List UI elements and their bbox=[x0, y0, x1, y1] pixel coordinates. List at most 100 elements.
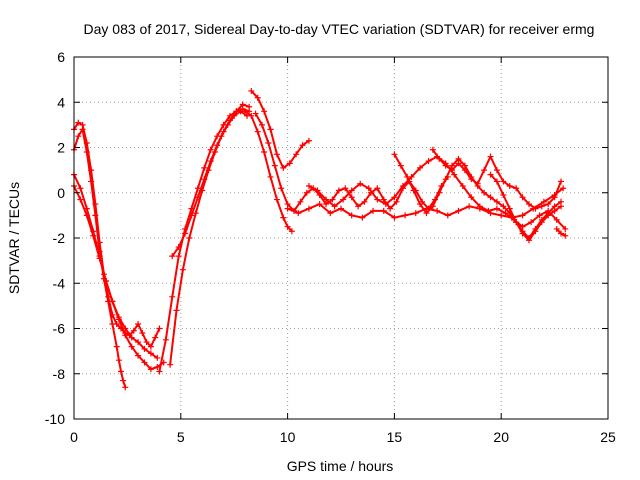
data-point-marker bbox=[293, 151, 300, 158]
data-point-marker bbox=[468, 176, 475, 183]
data-point-marker bbox=[117, 368, 124, 375]
data-point-marker bbox=[167, 361, 174, 368]
data-point-marker bbox=[374, 185, 381, 192]
data-point-marker bbox=[109, 320, 116, 327]
data-point-marker bbox=[365, 185, 372, 192]
x-tick-label: 10 bbox=[280, 429, 296, 445]
data-point-marker bbox=[305, 205, 312, 212]
x-tick-label: 5 bbox=[177, 429, 185, 445]
data-point-marker bbox=[77, 185, 84, 192]
data-point-marker bbox=[122, 384, 129, 391]
data-point-marker bbox=[258, 121, 265, 128]
y-tick-label: -8 bbox=[53, 366, 66, 382]
data-point-marker bbox=[207, 146, 214, 153]
data-point-marker bbox=[261, 149, 268, 156]
series-track-g bbox=[169, 101, 253, 260]
data-point-marker bbox=[391, 194, 398, 201]
data-point-marker bbox=[288, 228, 295, 235]
data-point-marker bbox=[314, 187, 321, 194]
data-point-marker bbox=[79, 126, 86, 133]
data-point-marker bbox=[487, 171, 494, 178]
data-point-marker bbox=[397, 162, 404, 169]
data-point-marker bbox=[254, 128, 261, 135]
data-point-marker bbox=[562, 232, 569, 239]
data-point-marker bbox=[551, 194, 558, 201]
data-point-marker bbox=[194, 194, 201, 201]
data-point-marker bbox=[459, 182, 466, 189]
data-point-marker bbox=[147, 350, 154, 357]
data-point-marker bbox=[461, 167, 468, 174]
series-track-n bbox=[429, 146, 565, 212]
data-point-marker bbox=[481, 189, 488, 196]
data-point-marker bbox=[468, 194, 475, 201]
data-point-marker bbox=[156, 368, 163, 375]
data-point-marker bbox=[115, 357, 122, 364]
data-point-marker bbox=[436, 189, 443, 196]
data-point-marker bbox=[348, 187, 355, 194]
data-point-marker bbox=[156, 325, 163, 332]
data-point-marker bbox=[348, 194, 355, 201]
series-track-d bbox=[71, 182, 161, 361]
data-point-marker bbox=[545, 212, 552, 219]
data-point-marker bbox=[382, 201, 389, 208]
data-point-marker bbox=[284, 223, 291, 230]
data-point-marker bbox=[239, 101, 246, 108]
data-point-marker bbox=[429, 203, 436, 210]
data-point-marker bbox=[340, 196, 347, 203]
data-point-marker bbox=[500, 192, 507, 199]
data-point-marker bbox=[355, 203, 362, 210]
data-point-marker bbox=[278, 185, 285, 192]
data-point-marker bbox=[141, 359, 148, 366]
data-point-marker bbox=[425, 158, 432, 165]
data-point-marker bbox=[498, 212, 505, 219]
x-tick-label: 20 bbox=[493, 429, 509, 445]
data-point-marker bbox=[536, 212, 543, 219]
x-tick-label: 15 bbox=[387, 429, 403, 445]
data-point-marker bbox=[88, 178, 95, 185]
data-point-marker bbox=[305, 182, 312, 189]
data-point-marker bbox=[455, 207, 462, 214]
series-track-k bbox=[284, 185, 567, 221]
series-track-p bbox=[553, 225, 569, 239]
data-point-marker bbox=[402, 212, 409, 219]
data-point-marker bbox=[442, 162, 449, 169]
data-point-marker bbox=[267, 126, 274, 133]
data-point-marker bbox=[393, 198, 400, 205]
data-point-marker bbox=[128, 343, 135, 350]
data-point-marker bbox=[335, 187, 342, 194]
series-track-i bbox=[248, 87, 312, 171]
frame-layer bbox=[73, 56, 609, 420]
data-point-marker bbox=[83, 212, 90, 219]
data-point-marker bbox=[267, 173, 274, 180]
data-point-marker bbox=[143, 339, 150, 346]
data-point-marker bbox=[226, 117, 233, 124]
data-point-marker bbox=[387, 205, 394, 212]
series-track-h bbox=[241, 108, 295, 235]
data-point-marker bbox=[380, 207, 387, 214]
data-point-marker bbox=[254, 94, 261, 101]
data-point-marker bbox=[476, 203, 483, 210]
data-point-marker bbox=[182, 230, 189, 237]
data-point-marker bbox=[455, 160, 462, 167]
data-point-marker bbox=[429, 146, 436, 153]
y-tick-label: 6 bbox=[57, 49, 65, 65]
data-point-marker bbox=[220, 128, 227, 135]
data-point-marker bbox=[248, 87, 255, 94]
data-point-marker bbox=[186, 235, 193, 241]
data-point-marker bbox=[417, 164, 424, 171]
x-tick-label: 25 bbox=[600, 429, 616, 445]
data-point-marker bbox=[540, 198, 547, 205]
data-point-marker bbox=[299, 142, 306, 149]
y-tick-label: 2 bbox=[57, 140, 65, 156]
y-tick-label: 4 bbox=[57, 94, 65, 110]
data-point-marker bbox=[246, 103, 253, 110]
series-line bbox=[250, 89, 310, 169]
data-point-marker bbox=[525, 201, 532, 208]
data-point-marker bbox=[493, 198, 500, 205]
series-layer bbox=[71, 87, 569, 391]
data-point-marker bbox=[316, 201, 323, 208]
data-point-marker bbox=[173, 307, 180, 314]
data-point-marker bbox=[265, 139, 272, 146]
data-point-marker bbox=[192, 210, 199, 217]
